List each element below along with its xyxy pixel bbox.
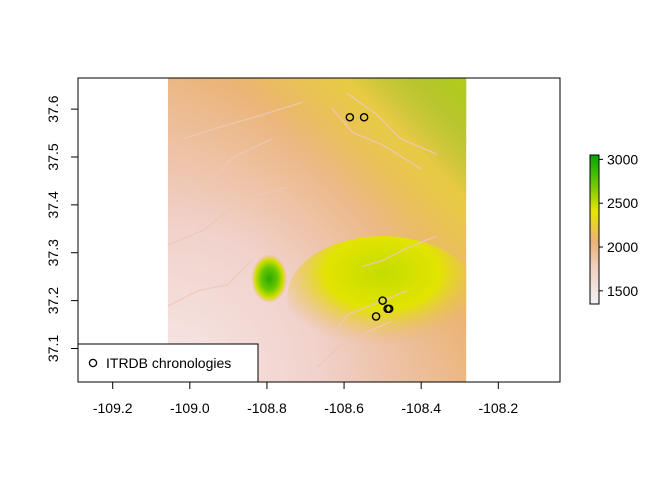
elevation-raster xyxy=(167,78,467,382)
northeast-highland xyxy=(302,78,467,261)
chronology-point xyxy=(384,304,394,314)
chronology-point xyxy=(345,112,355,122)
y-tick-label: 37.3 xyxy=(45,239,61,266)
x-tick-label: -108.8 xyxy=(247,400,287,416)
legend-label: ITRDB chronologies xyxy=(106,355,231,371)
colorbar-gradient xyxy=(589,154,600,305)
colorbar-tick-label: 2500 xyxy=(607,195,638,211)
y-tick-label: 37.1 xyxy=(45,335,61,362)
drainage-channel xyxy=(346,92,437,155)
drainage-channels xyxy=(167,92,437,368)
drainage-channel xyxy=(173,138,273,195)
x-tick-label: -108.4 xyxy=(401,400,441,416)
mesa-plateau xyxy=(287,236,467,358)
x-tick-label: -109.0 xyxy=(170,400,210,416)
drainage-channel xyxy=(316,320,392,368)
colorbar-tick-label: 2000 xyxy=(607,239,638,255)
legend-box xyxy=(77,343,259,383)
colorbar-tick-label: 1500 xyxy=(607,283,638,299)
drainage-channel xyxy=(361,235,437,268)
x-tick-label: -109.2 xyxy=(93,400,133,416)
x-tick-label: -108.2 xyxy=(478,400,518,416)
drainage-channel xyxy=(167,259,252,307)
drainage-channel xyxy=(182,101,303,140)
chronology-point xyxy=(371,312,381,321)
legend: ITRDB chronologies xyxy=(77,343,259,383)
y-tick-label: 37.6 xyxy=(45,95,61,122)
y-axis: 37.1 37.2 37.3 37.4 37.5 37.6 xyxy=(45,95,79,362)
drainage-channel xyxy=(331,107,422,170)
colorbar-tick-label: 3000 xyxy=(607,151,638,167)
y-tick-label: 37.4 xyxy=(45,191,61,218)
chronology-point xyxy=(378,296,387,305)
colorbar: 1500 2000 2500 3000 xyxy=(589,151,638,305)
chronology-point xyxy=(359,112,369,122)
legend-point-symbol xyxy=(88,358,98,368)
colorbar-ticks: 1500 2000 2500 3000 xyxy=(599,151,638,299)
x-tick-label: -108.6 xyxy=(324,400,364,416)
chronology-points xyxy=(345,112,394,321)
drainage-channel xyxy=(167,186,288,246)
mountain-peak xyxy=(251,254,288,303)
x-axis: -109.2 -109.0 -108.8 -108.6 -108.4 -108.2 xyxy=(93,381,518,416)
y-tick-label: 37.5 xyxy=(45,143,61,170)
drainage-channel xyxy=(331,290,407,337)
y-tick-label: 37.2 xyxy=(45,287,61,314)
